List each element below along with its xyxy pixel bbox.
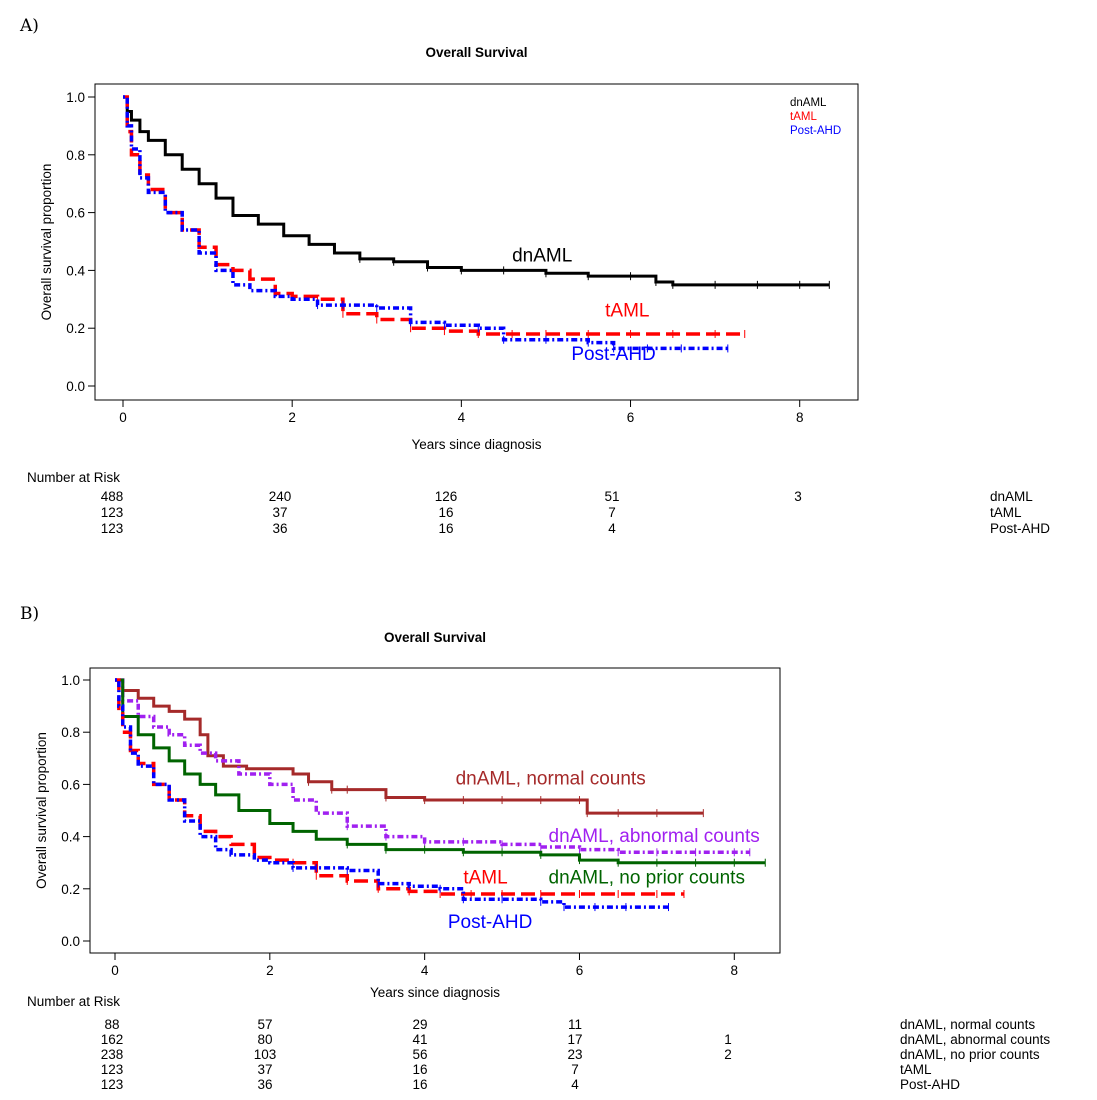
chart-b-series-label-dnaml-abnormal-counts: dnAML, abnormal counts <box>549 826 760 847</box>
chart-b-risk-value: 41 <box>412 1032 428 1047</box>
chart-a-y-tick-label: 1.0 <box>66 90 85 105</box>
chart-b-risk-value: 11 <box>567 1017 582 1032</box>
chart-b-risk-value: 37 <box>257 1062 273 1077</box>
chart-a-x-tick-label: 2 <box>288 410 296 425</box>
chart-a-y-tick-label: 0.6 <box>66 206 85 221</box>
chart-a-y-tick-label: 0.4 <box>66 263 85 278</box>
chart-a-y-tick-label: 0.2 <box>66 321 85 336</box>
panel-a-label: A) <box>20 16 39 36</box>
chart-b-risk-row-name: dnAML, abnormal counts <box>900 1032 1051 1047</box>
chart-a-x-axis-label: Years since diagnosis <box>411 437 541 452</box>
chart-b-risk-value: 56 <box>412 1047 428 1062</box>
chart-b-x-tick-label: 6 <box>576 963 584 978</box>
chart-b-y-tick-label: 0.8 <box>61 725 80 740</box>
chart-b-plot-frame <box>89 667 781 954</box>
chart-a-risk-value: 16 <box>438 505 454 520</box>
chart-a: Overall Survival 0 2 4 6 8 0.0 0.2 0.4 0.6 0.8 1.0 Y… <box>39 45 859 452</box>
chart-b-risk-value: 162 <box>100 1032 124 1047</box>
chart-b-x-tick-label: 8 <box>731 963 739 978</box>
chart-b-risk-row-name: dnAML, normal counts <box>900 1017 1036 1032</box>
chart-a-series-post-ahd <box>123 95 728 351</box>
chart-a-risk-value: 126 <box>434 489 458 504</box>
chart-b-risk-value: 16 <box>412 1077 428 1092</box>
chart-a-x-tick-label: 8 <box>796 410 804 425</box>
chart-a-legend-post-ahd: Post-AHD <box>790 125 841 137</box>
chart-b-risk-value: 2 <box>724 1047 732 1062</box>
chart-b-x-tick-label: 4 <box>421 963 429 978</box>
chart-a-series-label-post-ahd: Post-AHD <box>571 344 655 365</box>
chart-b-risk-value: 123 <box>100 1077 124 1092</box>
chart-b-risk-value: 80 <box>257 1032 273 1047</box>
chart-b-series-dnaml-normal-counts <box>115 678 704 815</box>
chart-b-risk-value: 17 <box>567 1032 583 1047</box>
chart-b-risk-value: 7 <box>571 1062 579 1077</box>
chart-a-risk-value: 488 <box>100 489 124 504</box>
chart-b-risk-row-name: Post-AHD <box>900 1077 961 1092</box>
chart-b-risk-value: 23 <box>567 1047 583 1062</box>
chart-b-risk-row-name: dnAML, no prior counts <box>900 1047 1040 1062</box>
chart-a-series-label-taml: tAML <box>605 301 649 322</box>
chart-a-risk-value: 123 <box>100 521 124 536</box>
chart-b-series-label-post-ahd: Post-AHD <box>448 912 532 933</box>
chart-a-x-tick-label: 6 <box>627 410 635 425</box>
chart-b-series-label-dnaml-no-prior-counts: dnAML, no prior counts <box>549 868 745 889</box>
chart-a-risk-value: 7 <box>608 505 616 520</box>
chart-b-risk-value: 36 <box>257 1077 273 1092</box>
chart-b: Overall Survival 0 2 4 6 8 0.0 0.2 0.4 0.6 0.8 1.0 Y… <box>34 630 781 1000</box>
chart-a-risk-value: 123 <box>100 505 124 520</box>
chart-b-risk-value: 88 <box>104 1017 120 1032</box>
chart-a-risk-title: Number at Risk <box>27 470 121 485</box>
panel-b-label: B) <box>20 604 40 624</box>
chart-b-series-label-taml: tAML <box>463 868 507 889</box>
chart-a-legend-taml: tAML <box>790 111 817 123</box>
chart-b-title: Overall Survival <box>384 630 486 645</box>
chart-b-x-axis-label: Years since diagnosis <box>370 985 500 1000</box>
chart-b-y-tick-label: 0.4 <box>61 830 80 845</box>
chart-a-risk-value: 4 <box>608 521 616 536</box>
chart-b-risk-value: 57 <box>257 1017 273 1032</box>
chart-a-x-tick-label: 0 <box>119 410 127 425</box>
chart-a-risk-value: 240 <box>268 489 292 504</box>
chart-a-series-label-dnaml: dnAML <box>512 246 572 267</box>
chart-b-y-tick-label: 0.0 <box>61 934 80 949</box>
chart-b-risk-value: 16 <box>412 1062 428 1077</box>
chart-b-risk-value: 238 <box>100 1047 124 1062</box>
chart-b-risk-value: 1 <box>724 1032 732 1047</box>
chart-a-risk-row-name: dnAML <box>990 489 1033 504</box>
chart-b-risk-row-name: tAML <box>900 1062 932 1077</box>
chart-b-risk-value: 4 <box>571 1077 579 1092</box>
chart-b-risk-value: 123 <box>100 1062 124 1077</box>
chart-a-y-axis-label: Overall survival proportion <box>39 164 54 321</box>
chart-b-risk-title: Number at Risk <box>27 994 121 1009</box>
chart-a-risk-value: 51 <box>604 489 620 504</box>
chart-b-series-taml <box>115 678 684 896</box>
chart-a-risk-value: 3 <box>794 489 802 504</box>
chart-a-risk-value: 37 <box>272 505 288 520</box>
chart-b-y-tick-label: 0.6 <box>61 777 80 792</box>
chart-a-y-tick-label: 0.8 <box>66 148 85 163</box>
chart-a-risk-row-name: tAML <box>990 505 1022 520</box>
chart-b-x-tick-label: 2 <box>266 963 274 978</box>
chart-b-series-label-dnaml-normal-counts: dnAML, normal counts <box>456 768 646 789</box>
chart-b-y-tick-label: 1.0 <box>61 673 80 688</box>
chart-b-risk-value: 103 <box>253 1047 277 1062</box>
chart-b-risk-value: 29 <box>412 1017 428 1032</box>
chart-b-y-tick-label: 0.2 <box>61 882 80 897</box>
chart-a-title: Overall Survival <box>425 45 527 60</box>
chart-a-risk-row-name: Post-AHD <box>990 521 1051 536</box>
chart-a-legend-dnaml: dnAML <box>790 97 827 109</box>
chart-b-y-axis-label: Overall survival proportion <box>34 732 49 889</box>
chart-a-risk-value: 16 <box>438 521 454 536</box>
chart-b-x-tick-label: 0 <box>111 963 119 978</box>
chart-a-y-tick-label: 0.0 <box>66 379 85 394</box>
chart-a-risk-value: 36 <box>272 521 288 536</box>
chart-b-series-post-ahd <box>115 678 669 909</box>
chart-a-x-tick-label: 4 <box>458 410 466 425</box>
